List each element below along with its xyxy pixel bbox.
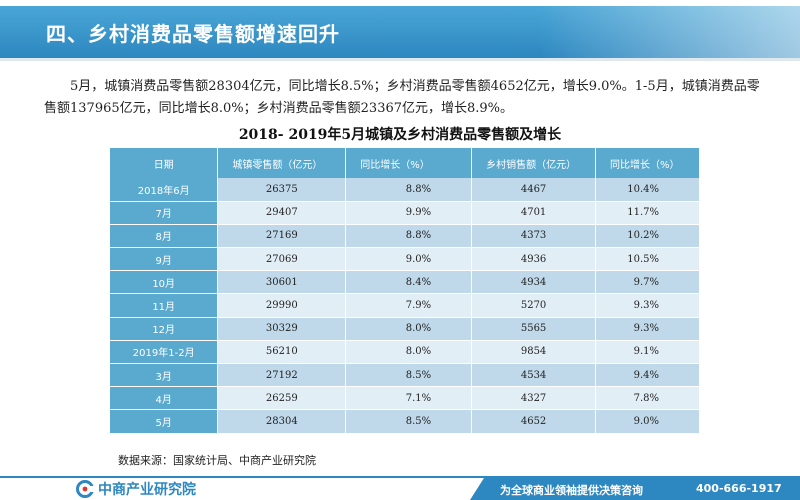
urban-sales-cell: 29407 [217, 201, 347, 225]
date-cell: 8月 [110, 224, 219, 249]
table-row: 8月 27169 8.8% 4373 10.2% [110, 224, 700, 249]
rural-growth-cell: 9.1% [595, 340, 700, 365]
header-rural-growth: 同比增长（%） [595, 148, 700, 178]
urban-sales-cell: 27192 [217, 363, 347, 388]
rural-growth-cell: 11.7% [595, 201, 700, 225]
header-urban-growth: 同比增长（%） [345, 148, 473, 178]
rural-sales-cell: 4936 [471, 247, 596, 272]
urban-growth-cell: 8.8% [345, 178, 473, 202]
urban-growth-cell: 9.0% [345, 247, 473, 272]
company-name: 中商产业研究院 [98, 482, 196, 498]
urban-growth-cell: 8.5% [345, 409, 473, 434]
rural-growth-cell: 10.2% [595, 224, 700, 249]
urban-growth-cell: 8.0% [345, 340, 473, 365]
rural-sales-cell: 5565 [471, 317, 596, 341]
rural-sales-cell: 5270 [471, 293, 596, 318]
urban-sales-cell: 30601 [217, 270, 347, 295]
footer-band [470, 478, 800, 500]
table-row: 5月 28304 8.5% 4652 9.0% [110, 409, 700, 434]
header-rural-sales: 乡村销售额（亿元） [471, 148, 596, 178]
table-row: 7月 29407 9.9% 4701 11.7% [110, 201, 700, 225]
date-cell: 11月 [110, 293, 219, 318]
date-cell: 10月 [110, 270, 219, 295]
urban-sales-cell: 27069 [217, 247, 347, 272]
table-row: 3月 27192 8.5% 4534 9.4% [110, 363, 700, 388]
urban-sales-cell: 28304 [217, 409, 347, 434]
footer-divider [0, 476, 800, 478]
urban-growth-cell: 8.0% [345, 317, 473, 341]
page-title: 四、乡村消费品零售额增速回升 [46, 22, 340, 46]
urban-growth-cell: 8.5% [345, 363, 473, 388]
urban-sales-cell: 30329 [217, 317, 347, 341]
urban-growth-cell: 8.4% [345, 270, 473, 295]
urban-sales-cell: 56210 [217, 340, 347, 365]
date-cell: 2018年6月 [110, 178, 219, 202]
urban-sales-cell: 26259 [217, 386, 347, 411]
urban-sales-cell: 26375 [217, 178, 347, 202]
table-row: 12月 30329 8.0% 5565 9.3% [110, 317, 700, 341]
table-title: 2018- 2019年5月城镇及乡村消费品零售额及增长 [238, 127, 562, 143]
header-urban-sales: 城镇零售额（亿元） [217, 148, 347, 178]
footer-logo: 中商产业研究院 [76, 479, 196, 499]
rural-growth-cell: 7.8% [595, 386, 700, 411]
rural-growth-cell: 10.5% [595, 247, 700, 272]
rural-sales-cell: 4373 [471, 224, 596, 249]
rural-sales-cell: 4652 [471, 409, 596, 434]
rural-growth-cell: 9.3% [595, 293, 700, 318]
header-divider [0, 58, 800, 61]
footer-slogan: 为全球商业领袖提供决策咨询 [500, 484, 643, 497]
urban-growth-cell: 7.1% [345, 386, 473, 411]
data-source-note: 数据来源：国家统计局、中商产业研究院 [118, 454, 316, 467]
company-logo-icon [76, 480, 94, 498]
rural-sales-cell: 4934 [471, 270, 596, 295]
header-band [0, 6, 800, 58]
date-cell: 2019年1-2月 [110, 340, 219, 365]
urban-growth-cell: 9.9% [345, 201, 473, 225]
date-cell: 4月 [110, 386, 219, 411]
date-cell: 9月 [110, 247, 219, 272]
rural-growth-cell: 10.4% [595, 178, 700, 202]
table-row: 4月 26259 7.1% 4327 7.8% [110, 386, 700, 411]
table-row: 10月 30601 8.4% 4934 9.7% [110, 270, 700, 295]
rural-growth-cell: 9.3% [595, 317, 700, 341]
summary-paragraph: 5月，城镇消费品零售额28304亿元，同比增长8.5%；乡村消费品零售额4652… [44, 79, 760, 116]
retail-sales-table: 日期 城镇零售额（亿元） 同比增长（%） 乡村销售额（亿元） 同比增长（%） 2… [110, 148, 700, 434]
urban-growth-cell: 8.8% [345, 224, 473, 249]
header-date: 日期 [110, 148, 219, 178]
rural-growth-cell: 9.7% [595, 270, 700, 295]
table-body: 2018年6月 26375 8.8% 4467 10.4% 7月 29407 9.9% 4701… [110, 178, 700, 434]
rural-sales-cell: 4534 [471, 363, 596, 388]
table-header-row: 日期 城镇零售额（亿元） 同比增长（%） 乡村销售额（亿元） 同比增长（%） [110, 148, 700, 178]
footer-phone: 400-666-1917 [696, 482, 782, 495]
footer: 中商产业研究院 为全球商业领袖提供决策咨询 400-666-1917 [0, 476, 800, 500]
date-cell: 12月 [110, 317, 219, 341]
table-row: 2018年6月 26375 8.8% 4467 10.4% [110, 178, 700, 202]
urban-sales-cell: 27169 [217, 224, 347, 249]
rural-growth-cell: 9.0% [595, 409, 700, 434]
rural-sales-cell: 4701 [471, 201, 596, 225]
date-cell: 3月 [110, 363, 219, 388]
urban-growth-cell: 7.9% [345, 293, 473, 318]
rural-sales-cell: 4467 [471, 178, 596, 202]
table-row: 11月 29990 7.9% 5270 9.3% [110, 293, 700, 318]
rural-sales-cell: 4327 [471, 386, 596, 411]
rural-growth-cell: 9.4% [595, 363, 700, 388]
date-cell: 5月 [110, 409, 219, 434]
table-row: 2019年1-2月 56210 8.0% 9854 9.1% [110, 340, 700, 365]
rural-sales-cell: 9854 [471, 340, 596, 365]
urban-sales-cell: 29990 [217, 293, 347, 318]
date-cell: 7月 [110, 201, 219, 225]
table-row: 9月 27069 9.0% 4936 10.5% [110, 247, 700, 272]
header-banner: 四、乡村消费品零售额增速回升 [0, 0, 800, 64]
